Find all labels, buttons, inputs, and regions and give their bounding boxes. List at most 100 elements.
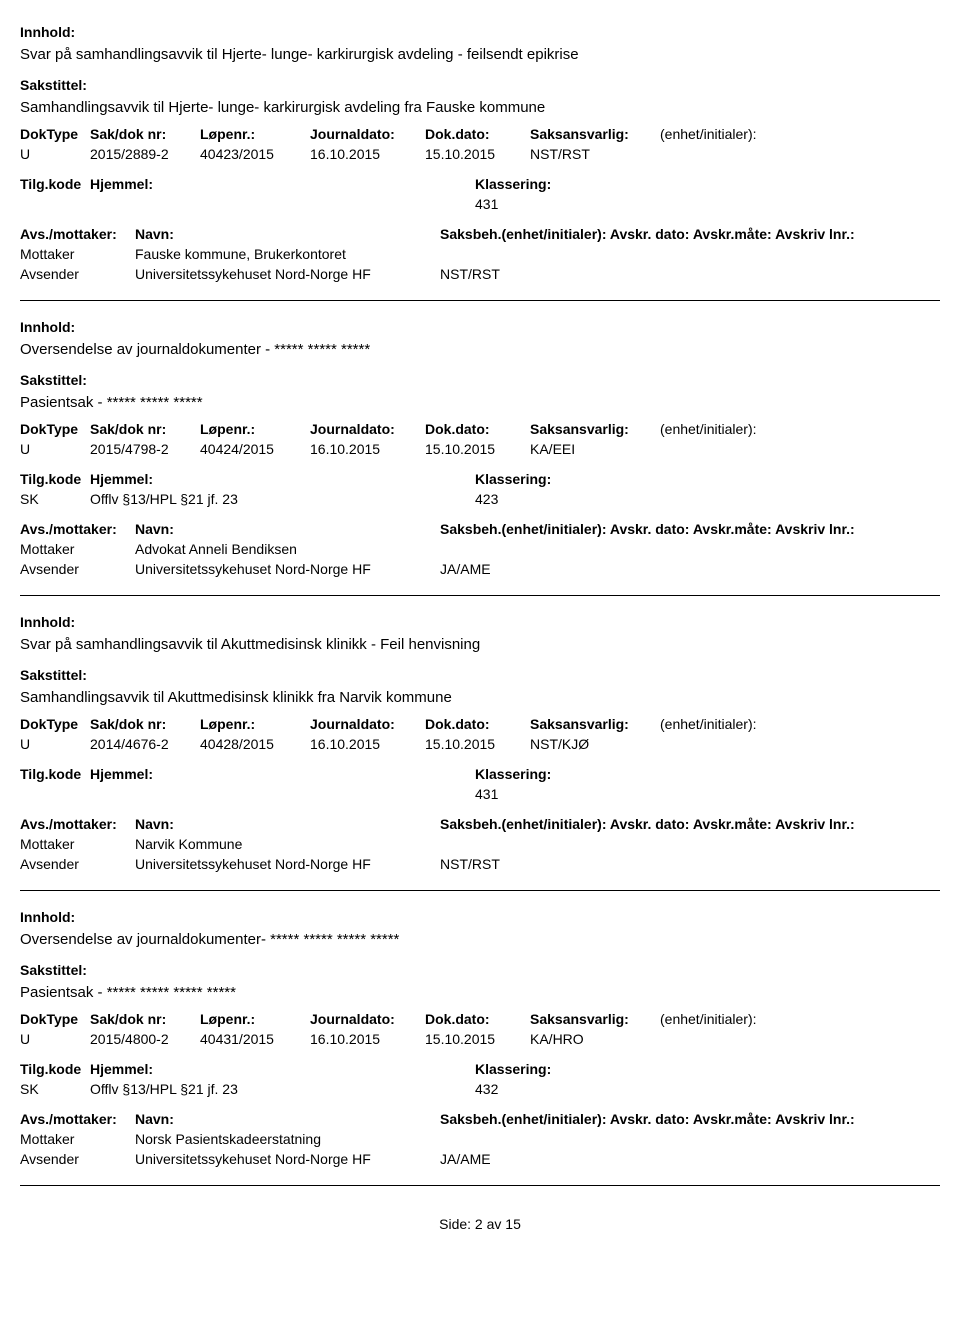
- saksbeh-label: Saksbeh.(enhet/initialer): Avskr. dato: …: [440, 1111, 940, 1127]
- navn-label: Navn:: [135, 226, 440, 242]
- journaldato-value: 16.10.2015: [310, 146, 425, 162]
- footer-text: Side: 2 av 15: [439, 1216, 521, 1232]
- avsender-row: Avsender Universitetssykehuset Nord-Norg…: [20, 1151, 940, 1167]
- saksansvarlig-value: NST/RST: [530, 146, 660, 162]
- avsender-role: Avsender: [20, 561, 135, 577]
- hjemmel-value: Offlv §13/HPL §21 jf. 23: [90, 491, 475, 507]
- doktype-value: U: [20, 441, 90, 457]
- avs-mottaker-label: Avs./mottaker:: [20, 521, 135, 537]
- col-lopenr-header: Løpenr.:: [200, 1011, 310, 1027]
- col-doktype-header: DokType: [20, 716, 90, 732]
- content-text: Svar på samhandlingsavvik til Hjerte- lu…: [20, 46, 940, 63]
- klassering-label: Klassering:: [475, 176, 551, 192]
- klassering-label: Klassering:: [475, 1061, 551, 1077]
- avs-mottaker-label: Avs./mottaker:: [20, 226, 135, 242]
- sakdok-value: 2015/4800-2: [90, 1031, 200, 1047]
- journaldato-value: 16.10.2015: [310, 441, 425, 457]
- klassering-value: 423: [475, 491, 498, 507]
- sakdok-value: 2015/4798-2: [90, 441, 200, 457]
- klass-header-row: Tilg.kode Hjemmel: Klassering:: [20, 471, 940, 487]
- mottaker-name: Fauske kommune, Brukerkontoret: [135, 246, 440, 262]
- mottaker-name: Narvik Kommune: [135, 836, 440, 852]
- col-enhet-header: (enhet/initialer):: [660, 126, 800, 142]
- col-saksansvarlig-header: Saksansvarlig:: [530, 716, 660, 732]
- col-doktype-header: DokType: [20, 1011, 90, 1027]
- col-doktype-header: DokType: [20, 421, 90, 437]
- innhold-label: Innhold:: [20, 319, 940, 335]
- col-sakdok-header: Sak/dok nr:: [90, 126, 200, 142]
- avs-mottaker-label: Avs./mottaker:: [20, 1111, 135, 1127]
- navn-label: Navn:: [135, 816, 440, 832]
- col-enhet-header: (enhet/initialer):: [660, 421, 800, 437]
- record: Innhold: Svar på samhandlingsavvik til A…: [20, 614, 940, 891]
- klass-header-row: Tilg.kode Hjemmel: Klassering:: [20, 1061, 940, 1077]
- avsender-name: Universitetssykehuset Nord-Norge HF: [135, 1151, 440, 1167]
- lopenr-value: 40428/2015: [200, 736, 310, 752]
- col-journaldato-header: Journaldato:: [310, 1011, 425, 1027]
- columns-data: U 2015/4800-2 40431/2015 16.10.2015 15.1…: [20, 1031, 940, 1047]
- party-header-row: Avs./mottaker: Navn: Saksbeh.(enhet/init…: [20, 1111, 940, 1127]
- klass-header-row: Tilg.kode Hjemmel: Klassering:: [20, 766, 940, 782]
- avsender-name: Universitetssykehuset Nord-Norge HF: [135, 561, 440, 577]
- col-journaldato-header: Journaldato:: [310, 716, 425, 732]
- title-text: Samhandlingsavvik til Hjerte- lunge- kar…: [20, 99, 940, 116]
- sakstittel-label: Sakstittel:: [20, 667, 940, 683]
- saksbeh-label: Saksbeh.(enhet/initialer): Avskr. dato: …: [440, 816, 940, 832]
- klassering-value: 431: [475, 786, 498, 802]
- saksbeh-label: Saksbeh.(enhet/initialer): Avskr. dato: …: [440, 226, 940, 242]
- columns-header: DokType Sak/dok nr: Løpenr.: Journaldato…: [20, 421, 940, 437]
- columns-data: U 2015/2889-2 40423/2015 16.10.2015 15.1…: [20, 146, 940, 162]
- hjemmel-value: [90, 786, 475, 802]
- avsender-role: Avsender: [20, 856, 135, 872]
- saksbeh-label: Saksbeh.(enhet/initialer): Avskr. dato: …: [440, 521, 940, 537]
- col-dokdato-header: Dok.dato:: [425, 421, 530, 437]
- col-saksansvarlig-header: Saksansvarlig:: [530, 421, 660, 437]
- tilgkode-value: [20, 196, 90, 212]
- mottaker-role: Mottaker: [20, 246, 135, 262]
- klass-data-row: SK Offlv §13/HPL §21 jf. 23 423: [20, 491, 940, 507]
- mottaker-role: Mottaker: [20, 1131, 135, 1147]
- title-text: Pasientsak - ***** ***** ***** *****: [20, 984, 940, 1001]
- klass-header-row: Tilg.kode Hjemmel: Klassering:: [20, 176, 940, 192]
- saksansvarlig-value: KA/EEI: [530, 441, 660, 457]
- avsender-row: Avsender Universitetssykehuset Nord-Norg…: [20, 266, 940, 282]
- columns-header: DokType Sak/dok nr: Løpenr.: Journaldato…: [20, 716, 940, 732]
- innhold-label: Innhold:: [20, 909, 940, 925]
- lopenr-value: 40423/2015: [200, 146, 310, 162]
- dokdato-value: 15.10.2015: [425, 441, 530, 457]
- col-lopenr-header: Løpenr.:: [200, 716, 310, 732]
- mottaker-row: Mottaker Advokat Anneli Bendiksen: [20, 541, 940, 557]
- klass-data-row: 431: [20, 786, 940, 802]
- saksansvarlig-value: KA/HRO: [530, 1031, 660, 1047]
- record: Innhold: Oversendelse av journaldokument…: [20, 909, 940, 1186]
- doktype-value: U: [20, 146, 90, 162]
- col-doktype-header: DokType: [20, 126, 90, 142]
- hjemmel-label: Hjemmel:: [90, 176, 475, 192]
- mottaker-row: Mottaker Fauske kommune, Brukerkontoret: [20, 246, 940, 262]
- tilgkode-label: Tilg.kode: [20, 766, 90, 782]
- klassering-label: Klassering:: [475, 766, 551, 782]
- avsender-role: Avsender: [20, 266, 135, 282]
- sakdok-value: 2014/4676-2: [90, 736, 200, 752]
- col-sakdok-header: Sak/dok nr:: [90, 421, 200, 437]
- party-header-row: Avs./mottaker: Navn: Saksbeh.(enhet/init…: [20, 521, 940, 537]
- col-saksansvarlig-header: Saksansvarlig:: [530, 1011, 660, 1027]
- records-container: Innhold: Svar på samhandlingsavvik til H…: [20, 24, 940, 1186]
- columns-data: U 2015/4798-2 40424/2015 16.10.2015 15.1…: [20, 441, 940, 457]
- navn-label: Navn:: [135, 1111, 440, 1127]
- columns-header: DokType Sak/dok nr: Løpenr.: Journaldato…: [20, 1011, 940, 1027]
- col-sakdok-header: Sak/dok nr:: [90, 716, 200, 732]
- saksansvarlig-value: NST/KJØ: [530, 736, 660, 752]
- klass-data-row: SK Offlv §13/HPL §21 jf. 23 432: [20, 1081, 940, 1097]
- mottaker-role: Mottaker: [20, 836, 135, 852]
- avsender-code: NST/RST: [440, 856, 500, 872]
- hjemmel-label: Hjemmel:: [90, 1061, 475, 1077]
- journaldato-value: 16.10.2015: [310, 1031, 425, 1047]
- col-sakdok-header: Sak/dok nr:: [90, 1011, 200, 1027]
- navn-label: Navn:: [135, 521, 440, 537]
- avsender-code: JA/AME: [440, 1151, 491, 1167]
- dokdato-value: 15.10.2015: [425, 1031, 530, 1047]
- tilgkode-value: [20, 786, 90, 802]
- mottaker-row: Mottaker Norsk Pasientskadeerstatning: [20, 1131, 940, 1147]
- col-journaldato-header: Journaldato:: [310, 126, 425, 142]
